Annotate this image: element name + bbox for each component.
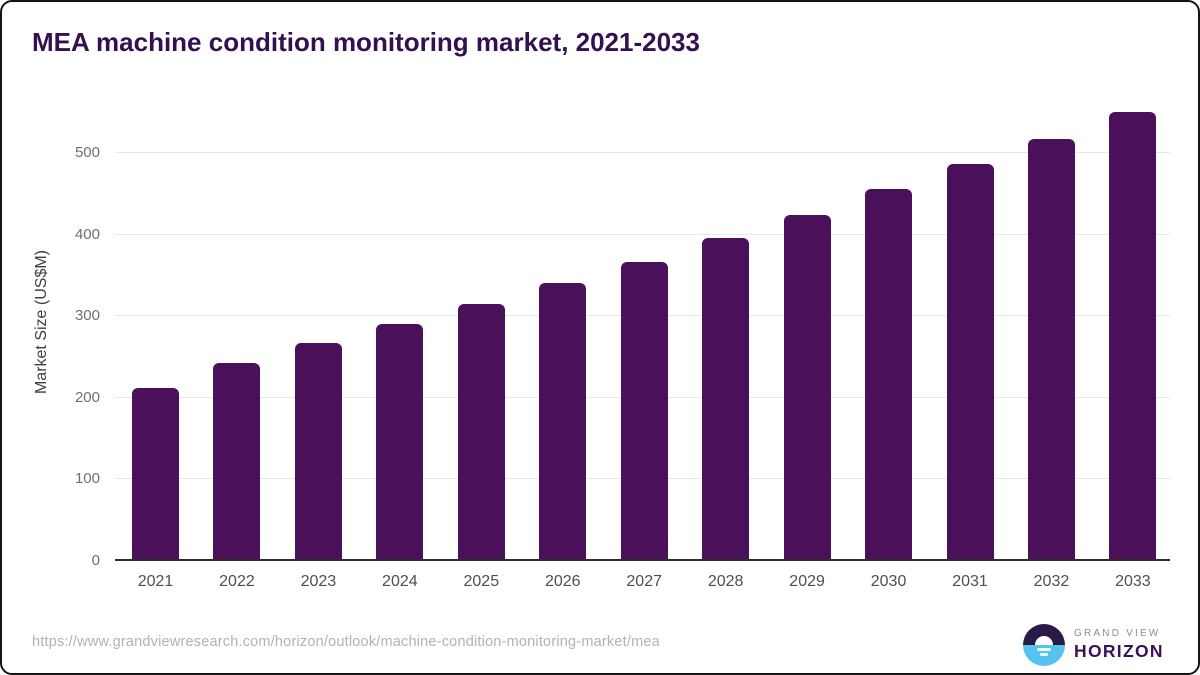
x-axis-line	[115, 559, 1170, 561]
sun-shape	[1035, 636, 1053, 645]
bar-2029	[783, 214, 831, 559]
bar-2024	[376, 324, 424, 559]
horizon-sunrise-icon	[1023, 624, 1065, 666]
brand-name-bottom: HORIZON	[1074, 641, 1164, 661]
bar-2031	[946, 164, 994, 559]
x-tick-label-2032: 2032	[1033, 573, 1070, 590]
reflection-line-2	[1040, 653, 1048, 656]
logo-text: GRAND VIEW HORIZON	[1074, 628, 1164, 662]
x-tick-label-2021: 2021	[137, 573, 174, 590]
plot-area: 0 100 200 300 400 500 2021 2022 2023 2024 2025 2026…	[75, 97, 1170, 590]
bar-2033	[1109, 111, 1157, 559]
x-tick-label-2022: 2022	[219, 573, 255, 590]
bar-2032	[1027, 138, 1075, 559]
y-axis-title: Market Size (US$M)	[33, 249, 50, 395]
chart-title: MEA machine condition monitoring market,…	[32, 27, 700, 57]
x-tick-label-2027: 2027	[626, 573, 662, 590]
x-tick-label-2030: 2030	[870, 573, 907, 590]
y-tick-label-100: 100	[74, 470, 100, 488]
x-tick-label-2031: 2031	[952, 573, 988, 590]
brand-name-top: GRAND VIEW	[1074, 628, 1161, 639]
x-tick-label-2025: 2025	[463, 573, 500, 590]
bar-2027	[620, 261, 668, 559]
bar-2028	[702, 238, 750, 559]
grand-view-horizon-logo: GRAND VIEW HORIZON	[1023, 624, 1164, 666]
gridline-500	[115, 152, 1170, 153]
x-tick-label-2028: 2028	[707, 573, 744, 590]
bar-2026	[539, 283, 587, 559]
bar-2025	[457, 304, 505, 559]
bar-2022	[213, 363, 261, 559]
x-tick-label-2029: 2029	[789, 573, 825, 590]
bar-2030	[865, 189, 913, 559]
bar-2023	[294, 342, 342, 559]
y-tick-label-500: 500	[74, 144, 100, 161]
source-url-text: https://www.grandviewresearch.com/horizo…	[32, 634, 660, 650]
x-tick-label-2026: 2026	[544, 573, 581, 590]
bar-2021	[132, 387, 179, 559]
y-tick-label-0: 0	[91, 552, 100, 569]
y-tick-label-200: 200	[74, 388, 100, 406]
gridline-400	[115, 233, 1170, 235]
reflection-line-1	[1037, 648, 1051, 651]
x-tick-label-2033: 2033	[1115, 573, 1151, 590]
x-tick-label-2024: 2024	[382, 573, 418, 590]
y-tick-label-400: 400	[74, 225, 100, 243]
y-tick-label-300: 300	[74, 307, 100, 325]
x-tick-label-2023: 2023	[300, 573, 337, 590]
